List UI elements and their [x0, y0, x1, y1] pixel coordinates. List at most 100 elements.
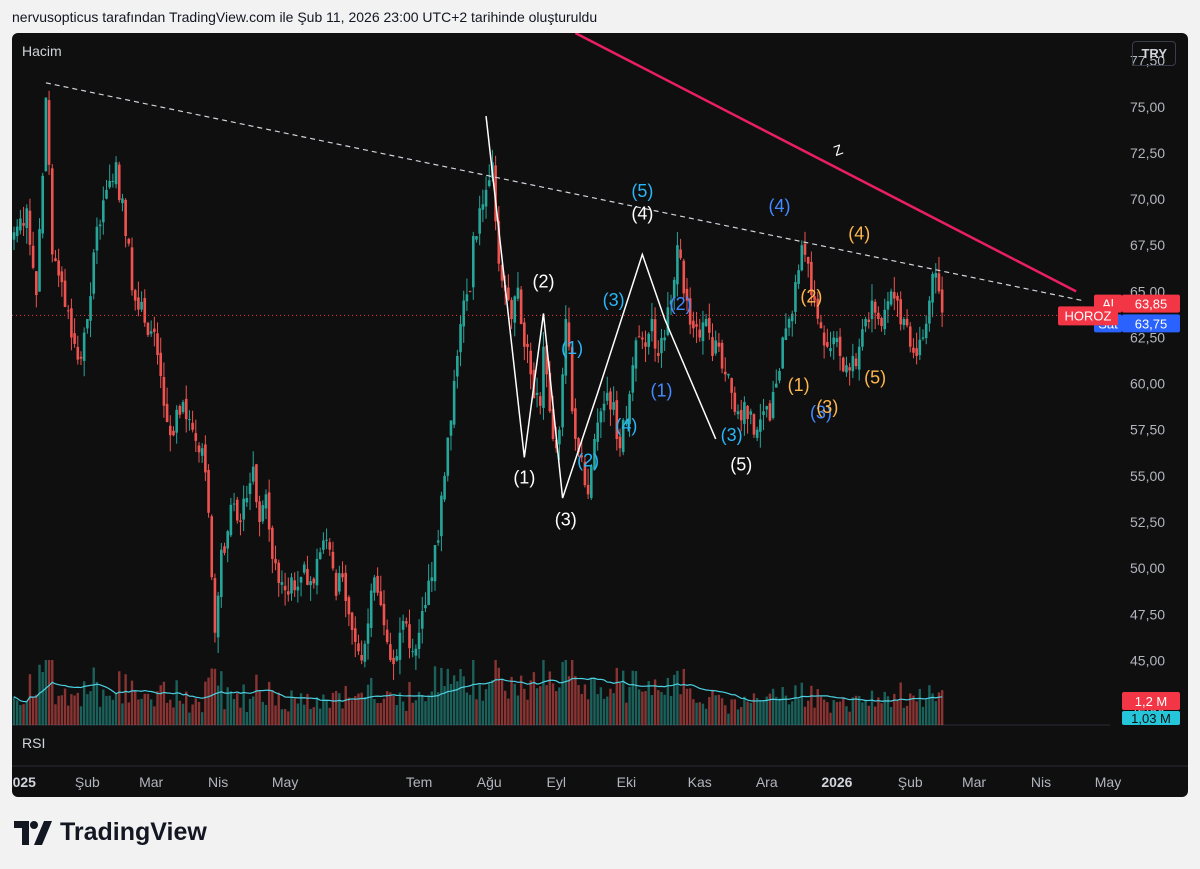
candle-body [851, 355, 855, 372]
volume-bar [749, 702, 752, 725]
volume-bar [806, 700, 810, 725]
candle-body [315, 558, 319, 586]
candle-body [864, 319, 867, 327]
wave-label: (4) [848, 224, 870, 244]
candle-body [561, 374, 564, 428]
candle-body [596, 422, 599, 442]
candle-body [794, 282, 797, 312]
x-tick-label: Nis [1031, 774, 1051, 790]
volume-bar [172, 707, 175, 725]
candle-body [22, 223, 25, 226]
candle-body [373, 577, 376, 593]
currency-button[interactable]: TRY [1132, 41, 1176, 66]
volume-bar [417, 691, 421, 725]
candle-body [695, 324, 698, 327]
volume-bar [555, 691, 558, 725]
volume-ma-line [13, 677, 943, 703]
volume-bar [459, 668, 462, 725]
volume-bar [252, 696, 255, 725]
candle-body [159, 352, 163, 377]
tradingview-logo[interactable]: TradingView [14, 818, 207, 847]
volume-bar [57, 695, 60, 725]
volume-bar [650, 695, 654, 725]
candle-body [583, 461, 587, 486]
candle-body [790, 313, 794, 322]
x-tick-label: May [272, 774, 298, 790]
volume-bar [200, 712, 204, 725]
candle-body [28, 210, 32, 245]
candle-body [446, 437, 450, 476]
volume-bar [149, 699, 153, 725]
chart-canvas[interactable]: 77,5075,0072,5070,0067,5065,0062,5060,00… [12, 33, 1188, 797]
volume-bar [213, 668, 217, 725]
chart-frame[interactable]: 77,50 75,00 72,50 70,00 67,50 65,00 62,50 60,00… [12, 33, 1188, 797]
candle-body [714, 340, 717, 354]
volume-bar [545, 685, 548, 725]
candle-body [822, 332, 826, 346]
tradingview-logo-text: TradingView [60, 818, 207, 846]
candle-body [347, 597, 351, 615]
volume-bar [918, 688, 922, 725]
volume-bar [488, 683, 491, 725]
candle-body [854, 358, 858, 367]
volume-bar [523, 688, 526, 725]
wave-label: (1) [513, 467, 535, 487]
volume-bar [283, 709, 287, 725]
y-tick-label: 72,50 [1130, 145, 1165, 161]
volume-bar [242, 684, 245, 725]
candle-body [271, 527, 274, 559]
candle-body [937, 273, 941, 292]
volume-bar [347, 697, 351, 725]
y-tick-label: 55,00 [1130, 468, 1165, 484]
volume-bar [341, 708, 344, 725]
volume-bar [63, 688, 67, 725]
volume-bar [408, 681, 411, 725]
volume-bar [835, 702, 839, 725]
candle-body [810, 261, 813, 295]
candle-body [363, 643, 367, 662]
candle-body [548, 372, 552, 412]
candle-body [92, 252, 96, 294]
candle-body [838, 336, 842, 356]
volume-bar [507, 698, 510, 725]
candle-body [440, 495, 443, 537]
candle-body [239, 520, 242, 523]
volume-bar [188, 712, 191, 725]
candle-body [175, 409, 178, 433]
volume-bar [70, 694, 73, 725]
wave-label: (5) [730, 454, 752, 474]
candle-body [542, 346, 545, 408]
volume-bar [660, 692, 663, 725]
volume-bar [239, 707, 242, 725]
candle-body [251, 466, 255, 482]
price-tag-value: 63,85 [1135, 297, 1168, 312]
volume-bar [318, 708, 322, 725]
volume-bar [539, 686, 542, 725]
candle-body [701, 322, 705, 342]
candle-body [325, 539, 328, 541]
x-tick-label: 2025 [12, 774, 36, 790]
volume-bar [28, 674, 32, 725]
candle-body [459, 324, 462, 353]
wave-label: (4) [631, 203, 653, 223]
volume-bar [255, 674, 258, 725]
candle-body [181, 402, 185, 412]
dashed-trendline [45, 82, 1083, 302]
wave-label: (1) [650, 381, 672, 401]
volume-bar [864, 699, 867, 725]
volume-bar [893, 693, 896, 725]
candle-body [395, 656, 399, 661]
wave-label: (1) [788, 375, 810, 395]
candle-body [258, 501, 261, 523]
volume-bar [312, 707, 316, 725]
candle-body [526, 343, 529, 348]
candle-body [899, 299, 902, 325]
volume-bar [491, 680, 494, 725]
candle-body [570, 346, 574, 412]
volume-bar [484, 689, 488, 725]
volume-bar [924, 699, 928, 725]
price-tag-value-bg [1122, 314, 1180, 333]
volume-bar [472, 660, 475, 725]
volume-bar [794, 685, 797, 725]
volume-bar [736, 709, 740, 725]
